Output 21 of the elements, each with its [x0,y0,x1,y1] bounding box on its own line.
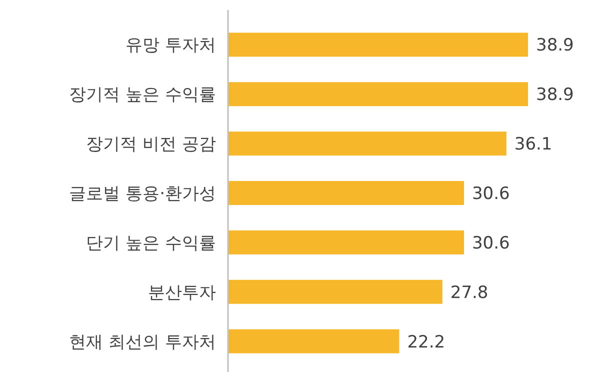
bar [228,181,464,205]
y-tick-label: 유망 투자처 [126,36,216,56]
bar [228,32,528,57]
data-label: 27.8 [450,282,488,303]
data-label: 30.6 [472,184,510,204]
bar [228,132,506,156]
y-tick-label: 현재 최선의 투자처 [69,332,216,352]
data-label: 38.9 [536,85,574,106]
data-label: 36.1 [514,134,552,155]
y-tick-label: 장기적 비전 공감 [86,134,216,155]
y-tick-label: 장기적 높은 수익률 [69,85,216,106]
data-label: 30.6 [472,233,510,254]
bar [228,230,464,254]
bar [228,82,528,106]
bar [228,329,400,354]
y-tick-label: 글로벌 통용·환가성 [69,184,216,204]
y-tick-label: 단기 높은 수익률 [86,233,216,254]
y-tick-label: 분산투자 [148,282,216,303]
data-label: 38.9 [536,36,574,56]
bar [228,280,442,304]
data-label: 22.2 [407,332,446,352]
